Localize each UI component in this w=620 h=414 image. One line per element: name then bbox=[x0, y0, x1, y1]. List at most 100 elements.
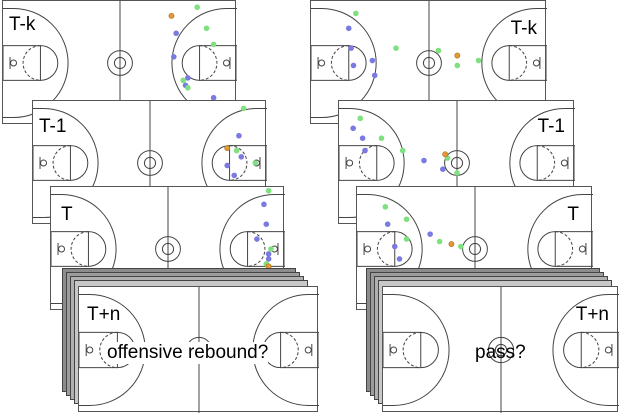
free-throw-arc-dashed bbox=[330, 45, 349, 81]
offense-player-dot bbox=[171, 54, 177, 60]
offense-player-dot bbox=[265, 256, 272, 262]
ball-dot bbox=[448, 241, 455, 247]
free-throw-arc-dashed bbox=[376, 231, 395, 267]
defense-player-dot bbox=[185, 85, 191, 91]
center-circle bbox=[462, 236, 488, 262]
offense-player-dot bbox=[210, 94, 217, 101]
frame-label: T+n bbox=[87, 304, 121, 325]
offense-player-dot bbox=[384, 221, 391, 227]
hoop bbox=[222, 59, 230, 67]
defense-player-dot bbox=[454, 62, 461, 69]
center-circle bbox=[155, 236, 181, 262]
center-circle-inner bbox=[161, 242, 175, 256]
offense-player-dot bbox=[173, 30, 179, 37]
lane bbox=[536, 145, 575, 181]
center-circle-inner bbox=[113, 56, 127, 70]
free-throw-arc-dashed bbox=[99, 331, 118, 369]
center-circle bbox=[107, 50, 133, 76]
free-throw-arc bbox=[420, 331, 439, 369]
defense-player-dot bbox=[252, 160, 259, 166]
defense-player-dot bbox=[475, 57, 482, 64]
frame-label: T+n bbox=[575, 304, 609, 325]
free-throw-arc-dashed bbox=[358, 145, 377, 181]
defense-player-dot bbox=[268, 246, 274, 252]
offense-player-dot bbox=[369, 57, 376, 64]
lane bbox=[508, 45, 547, 81]
defense-player-dot bbox=[435, 47, 442, 54]
prediction-question: pass? bbox=[475, 342, 526, 363]
hoop bbox=[304, 346, 312, 354]
free-throw-arc-dashed bbox=[402, 331, 421, 369]
offense-player-dot bbox=[185, 75, 191, 81]
defense-player-dot bbox=[233, 147, 240, 154]
hoop bbox=[364, 245, 372, 253]
left-frame-t-plus-n: T+n offensive rebound? bbox=[78, 286, 319, 413]
offense-player-dot bbox=[391, 243, 398, 250]
free-throw-arc bbox=[211, 145, 230, 181]
offense-player-dot bbox=[263, 221, 270, 227]
lane bbox=[311, 45, 350, 81]
free-throw-arc-dashed bbox=[247, 231, 266, 267]
hoop bbox=[318, 59, 326, 67]
defense-player-dot bbox=[436, 238, 443, 245]
lane bbox=[383, 331, 422, 369]
defense-player-dot bbox=[240, 105, 247, 112]
offense-player-dot bbox=[224, 162, 231, 169]
free-throw-arc bbox=[348, 45, 367, 81]
free-throw-arc-dashed bbox=[555, 231, 574, 267]
free-throw-arc bbox=[519, 145, 538, 181]
hoop bbox=[10, 59, 18, 67]
frame-label: T-1 bbox=[537, 116, 565, 137]
free-throw-arc-dashed bbox=[509, 45, 528, 81]
center-circle-inner bbox=[143, 156, 157, 170]
center-circle bbox=[137, 150, 163, 176]
defense-player-dot bbox=[265, 187, 272, 194]
offense-player-dot bbox=[396, 256, 403, 262]
defense-player-dot bbox=[403, 236, 410, 242]
hoop bbox=[86, 346, 94, 354]
ball-dot bbox=[442, 151, 449, 158]
center-circle-inner bbox=[422, 56, 436, 70]
offense-player-dot bbox=[350, 62, 357, 69]
right-frame-t-plus-n: T+n pass? bbox=[382, 286, 619, 413]
prediction-question: offensive rebound? bbox=[107, 342, 269, 364]
frame-label: T bbox=[61, 204, 73, 225]
player-positions bbox=[350, 115, 460, 176]
hoop bbox=[578, 245, 586, 253]
offense-player-dot bbox=[238, 154, 245, 160]
frame-label: T-k bbox=[9, 14, 36, 35]
free-throw-arc bbox=[563, 331, 582, 369]
free-throw-arc bbox=[88, 231, 107, 267]
offense-player-dot bbox=[348, 45, 354, 51]
ball-dot bbox=[168, 12, 175, 19]
free-throw-arc bbox=[491, 45, 510, 81]
defense-player-dot bbox=[454, 170, 460, 176]
three-point-line bbox=[552, 294, 619, 406]
center-circle-inner bbox=[494, 343, 508, 357]
defense-player-dot bbox=[399, 147, 406, 154]
offense-player-dot bbox=[362, 147, 368, 154]
lane bbox=[51, 231, 89, 267]
free-throw-arc-dashed bbox=[199, 45, 218, 81]
offense-player-dot bbox=[371, 72, 378, 79]
defense-player-dot bbox=[194, 4, 201, 10]
center-circle bbox=[487, 336, 515, 364]
free-throw-arc bbox=[40, 45, 59, 81]
lane bbox=[554, 231, 593, 267]
frame-label: T bbox=[567, 204, 579, 225]
lane bbox=[339, 145, 378, 181]
free-throw-arc bbox=[181, 45, 200, 81]
offense-player-dot bbox=[427, 231, 433, 237]
player-positions bbox=[168, 4, 217, 101]
free-throw-arc bbox=[394, 231, 413, 267]
free-throw-arc bbox=[376, 145, 395, 181]
offense-player-dot bbox=[359, 135, 366, 141]
center-circle bbox=[416, 50, 442, 76]
center-circle-inner bbox=[468, 242, 482, 256]
offense-player-dot bbox=[350, 125, 356, 132]
defense-player-dot bbox=[210, 41, 217, 48]
defense-player-dot bbox=[458, 243, 464, 250]
hoop bbox=[532, 59, 540, 67]
three-point-line bbox=[383, 294, 450, 406]
free-throw-arc-dashed bbox=[537, 145, 556, 181]
